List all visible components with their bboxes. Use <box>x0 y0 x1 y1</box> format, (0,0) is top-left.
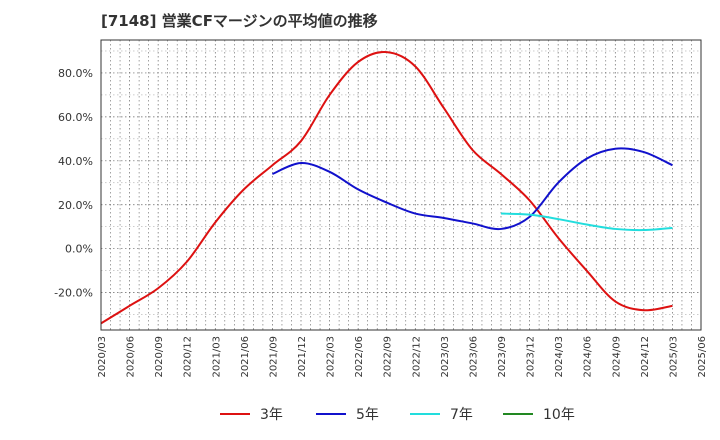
x-tick-label: 2024/03 <box>554 336 565 378</box>
x-tick-label: 2020/06 <box>126 336 137 378</box>
y-tick-label: 60.0% <box>58 111 93 124</box>
series-line-3 <box>500 212 673 232</box>
x-tick-label: 2023/06 <box>468 336 479 378</box>
x-tick-label: 2023/12 <box>526 336 537 378</box>
x-tick-label: 2023/09 <box>497 336 508 378</box>
plot-frame <box>100 39 702 331</box>
x-tick-label: 2020/09 <box>154 336 165 378</box>
x-tick-label: 2021/12 <box>297 336 308 378</box>
x-tick-label: 2024/06 <box>583 336 594 378</box>
x-tick-label: 2021/03 <box>211 336 222 378</box>
x-tick-label: 2022/06 <box>354 336 365 378</box>
x-tick-label: 2024/12 <box>640 336 651 378</box>
series-line-2 <box>272 147 673 231</box>
legend-label-2: 5年 <box>356 407 379 423</box>
series-lines <box>100 51 673 325</box>
x-tick-label: 2024/09 <box>611 336 622 378</box>
x-tick-label: 2020/12 <box>183 336 194 378</box>
x-tick-label: 2021/06 <box>240 336 251 378</box>
x-tick-label: 2025/06 <box>697 336 708 378</box>
y-tick-label: 40.0% <box>58 155 93 168</box>
y-tick-label: 20.0% <box>58 199 93 212</box>
legend-label-4: 10年 <box>543 407 575 423</box>
chart-title: [7148] 営業CFマージンの平均値の推移 <box>101 12 378 30</box>
x-tick-label: 2020/03 <box>97 336 108 378</box>
legend-label-1: 3年 <box>260 407 283 423</box>
y-tick-label: 0.0% <box>65 243 93 256</box>
legend: 3年 5年 7年 10年 <box>220 407 575 423</box>
legend-label-3: 7年 <box>450 407 473 423</box>
x-tick-label: 2022/09 <box>383 336 394 378</box>
y-tick-label: 80.0% <box>58 67 93 80</box>
x-axis-ticks: 2020/03 2020/06 2020/09 2020/12 2021/03 2021/… <box>97 336 708 378</box>
x-tick-label: 2022/03 <box>326 336 337 378</box>
x-tick-label: 2025/03 <box>668 336 679 378</box>
y-tick-label: -20.0% <box>54 287 93 300</box>
grid <box>100 40 702 330</box>
x-tick-label: 2022/12 <box>411 336 422 378</box>
series-line-1 <box>100 51 673 325</box>
x-tick-label: 2021/09 <box>268 336 279 378</box>
y-axis-ticks: 80.0% 60.0% 40.0% 20.0% 0.0% -20.0% <box>54 67 93 300</box>
x-tick-label: 2023/03 <box>440 336 451 378</box>
